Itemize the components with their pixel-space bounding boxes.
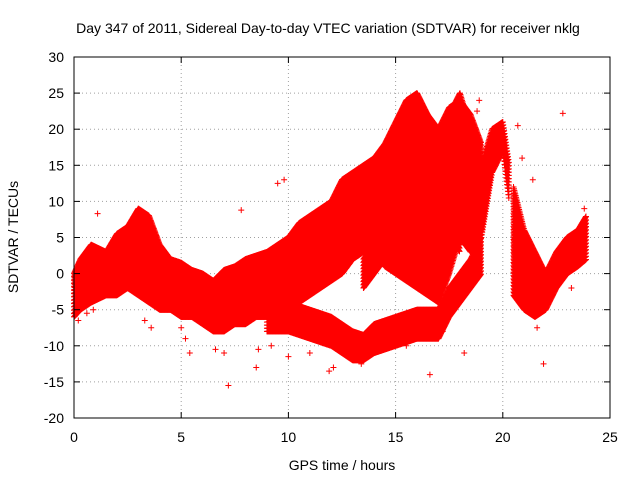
data-points: [71, 90, 589, 388]
sdtvar-scatter-chart: 0 5 10 15 20 25-20-15-10-5051015202530 Day 34…: [0, 0, 640, 480]
